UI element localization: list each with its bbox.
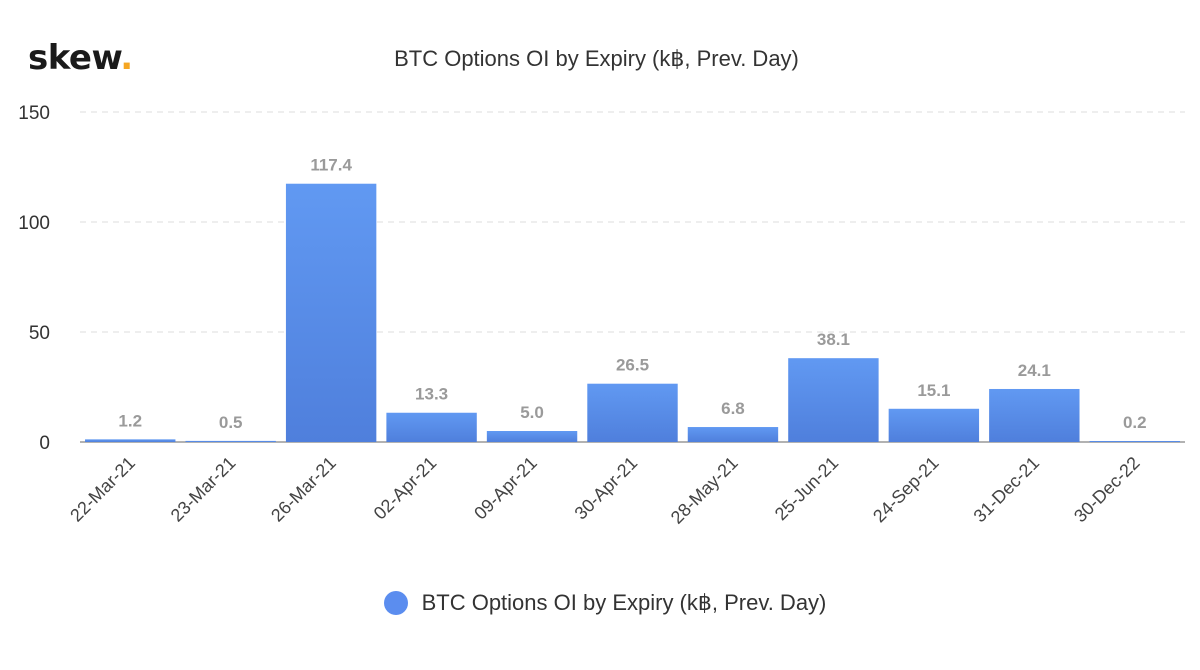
bars: [85, 183, 1180, 442]
data-label-30-Apr-21: 26.5: [616, 356, 649, 375]
bar-26-Mar-21[interactable]: [285, 183, 377, 442]
bar-25-Jun-21[interactable]: [788, 358, 879, 442]
data-label-31-Dec-21: 24.1: [1018, 361, 1051, 380]
legend-label: BTC Options OI by Expiry (k฿, Prev. Day): [421, 590, 827, 615]
bar-24-Sep-21[interactable]: [888, 408, 980, 442]
bar-28-May-21[interactable]: [687, 427, 779, 442]
y-tick-label: 100: [18, 213, 50, 234]
y-tick-label: 150: [18, 103, 50, 124]
data-label-24-Sep-21: 15.1: [917, 381, 950, 400]
bar-02-Apr-21[interactable]: [386, 412, 477, 442]
data-label-22-Mar-21: 1.2: [118, 411, 142, 430]
x-tick-label-09-Apr-21: 09-Apr-21: [470, 453, 541, 524]
bar-31-Dec-21[interactable]: [989, 388, 1080, 442]
x-tick-label-30-Apr-21: 30-Apr-21: [571, 453, 642, 524]
legend[interactable]: BTC Options OI by Expiry (k฿, Prev. Day): [0, 590, 1200, 616]
logo-dot: .: [120, 38, 133, 78]
x-tick-label-30-Dec-22: 30-Dec-22: [1070, 453, 1144, 527]
bar-23-Mar-21[interactable]: [185, 440, 276, 442]
x-tick-label-23-Mar-21: 23-Mar-21: [167, 453, 240, 526]
x-tick-label-22-Mar-21: 22-Mar-21: [66, 453, 139, 526]
data-label-25-Jun-21: 38.1: [817, 330, 850, 349]
data-label-30-Dec-22: 0.2: [1123, 413, 1147, 432]
bar-30-Dec-22[interactable]: [1089, 441, 1180, 442]
x-tick-label-25-Jun-21: 25-Jun-21: [771, 453, 842, 524]
data-label-26-Mar-21: 117.4: [310, 156, 352, 175]
bar-30-Apr-21[interactable]: [587, 383, 678, 442]
x-tick-label-24-Sep-21: 24-Sep-21: [869, 453, 943, 527]
skew-logo: skew.: [28, 38, 133, 78]
y-axis: 0 50 100 150: [18, 103, 50, 454]
y-tick-label: 50: [29, 323, 50, 344]
y-tick-label: 0: [39, 433, 50, 454]
bar-09-Apr-21[interactable]: [486, 431, 578, 442]
x-tick-label-28-May-21: 28-May-21: [667, 453, 742, 528]
x-tick-label-26-Mar-21: 26-Mar-21: [267, 453, 340, 526]
x-tick-label-02-Apr-21: 02-Apr-21: [370, 453, 441, 524]
x-tick-label-31-Dec-21: 31-Dec-21: [970, 453, 1044, 527]
data-labels: 1.2 0.5 117.4 13.3 5.0 26.5 6.8 38.1 15.1 24.1 0.2: [118, 156, 1146, 432]
data-label-09-Apr-21: 5.0: [520, 403, 544, 422]
data-label-23-Mar-21: 0.5: [219, 413, 243, 432]
data-label-02-Apr-21: 13.3: [415, 385, 448, 404]
x-axis: 22-Mar-21 23-Mar-21 26-Mar-21 02-Apr-21 09-A…: [66, 453, 1143, 528]
data-label-28-May-21: 6.8: [721, 399, 745, 418]
legend-marker: [383, 591, 408, 615]
bar-22-Mar-21[interactable]: [85, 439, 176, 442]
chart-title: BTC Options OI by Expiry (k฿, Prev. Day): [394, 46, 799, 71]
logo-text: skew: [28, 38, 121, 78]
